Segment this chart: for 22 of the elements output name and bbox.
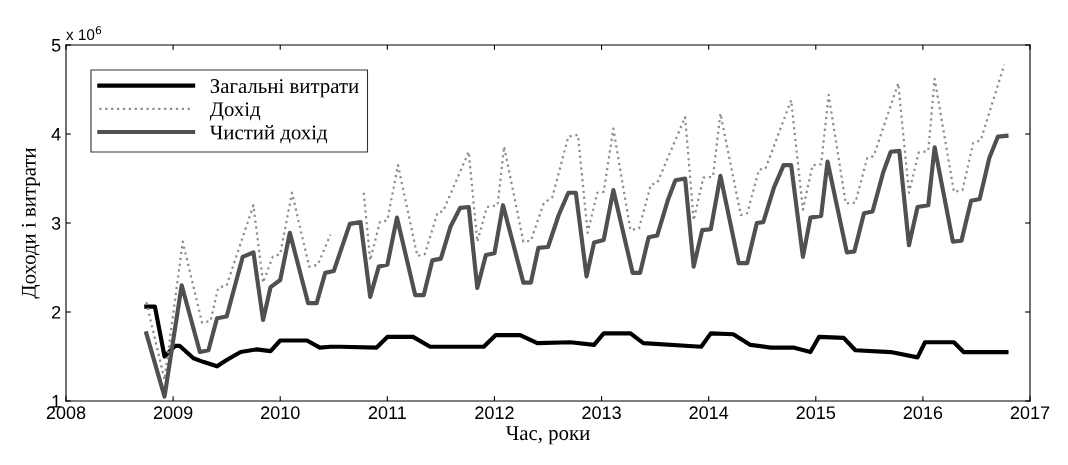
x-tick-label: 2015 [796, 406, 836, 420]
x-tick-label: 2008 [46, 406, 86, 420]
y-tick-label: 5 [51, 39, 61, 52]
x-tick-label: 2013 [582, 406, 621, 420]
y-tick-label: 2 [52, 305, 61, 319]
y-tick-label: 1 [52, 395, 61, 408]
x-tick-label: 2009 [153, 406, 193, 420]
line-series [144, 304, 1009, 369]
legend-label: Дохід [209, 102, 261, 121]
x-tick-label: 2011 [368, 406, 406, 420]
x-tick-label: 2014 [689, 406, 729, 420]
x-tick-label: 2017 [1010, 406, 1050, 420]
legend-label: Чистий дохід [209, 125, 328, 144]
y-tick-label: 4 [51, 128, 61, 141]
text: x 10$^{6}$ [66, 26, 102, 41]
y-axis-title: Доходи і витрати [21, 147, 40, 299]
x-axis-title: Час, роки [505, 426, 590, 445]
x-tick-label: 2010 [261, 406, 300, 420]
y-tick-label: 3 [51, 216, 61, 230]
x-tick-label: 2012 [475, 406, 514, 420]
x-tick-label: 2016 [903, 406, 943, 420]
legend-label: Загальні витрати [210, 79, 359, 98]
